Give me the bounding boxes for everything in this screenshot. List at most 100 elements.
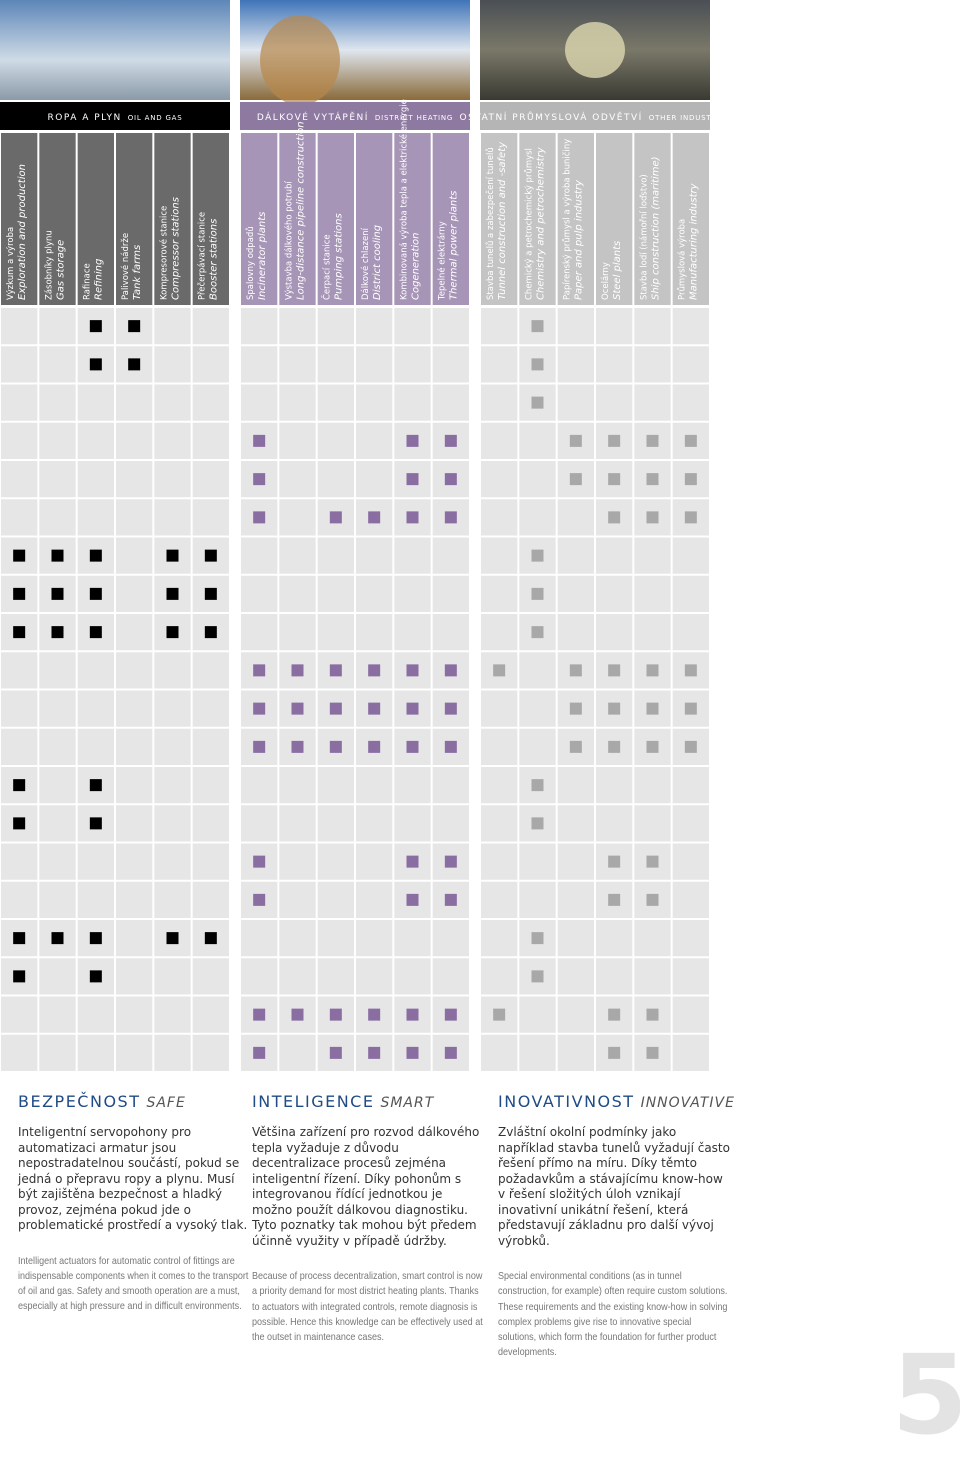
cell — [192, 690, 229, 727]
cell — [519, 422, 556, 459]
cell — [77, 881, 114, 918]
cell — [192, 422, 229, 459]
column-label-en: Gas storage — [55, 240, 66, 300]
mark — [204, 932, 217, 945]
column-label-cz: Stavba tunelů a zabezpečení tunelů — [485, 147, 496, 300]
column-label-en: Tunnel construction and -safety — [497, 141, 508, 300]
mark — [51, 587, 64, 600]
column-header — [394, 133, 431, 305]
mark — [646, 511, 659, 524]
cell — [634, 537, 671, 574]
cell — [481, 920, 518, 957]
column-header — [39, 133, 76, 305]
cell — [154, 308, 191, 345]
cell — [394, 537, 431, 574]
cell — [519, 652, 556, 689]
cell — [672, 384, 709, 421]
mark — [608, 702, 621, 715]
cell — [116, 461, 153, 498]
photo-tunnel — [565, 22, 625, 78]
mark — [253, 511, 266, 524]
cell — [672, 1034, 709, 1071]
mark — [329, 740, 342, 753]
cell — [39, 843, 76, 880]
cell — [154, 652, 191, 689]
cell — [39, 690, 76, 727]
mark — [253, 702, 266, 715]
text-cz: Zvláštní okolní podmínky jako například … — [498, 1125, 730, 1248]
column-label-en: Compressor stations — [170, 197, 181, 300]
page-number: 5 — [891, 1331, 960, 1459]
cell — [356, 537, 393, 574]
cell — [241, 537, 278, 574]
mark — [444, 473, 457, 486]
cell — [279, 461, 316, 498]
mark — [406, 511, 419, 524]
cell — [596, 346, 633, 383]
cell — [672, 996, 709, 1033]
column-header — [634, 133, 671, 305]
title-en: INNOVATIVE — [640, 1095, 735, 1111]
mark — [368, 664, 381, 677]
mark — [493, 664, 506, 677]
mark — [569, 664, 582, 677]
cell — [116, 537, 153, 574]
mark — [166, 626, 179, 639]
mark — [531, 358, 544, 371]
mark — [444, 511, 457, 524]
cell — [317, 384, 354, 421]
cell — [1, 499, 38, 536]
mark — [684, 511, 697, 524]
cell — [1, 652, 38, 689]
column-header — [519, 133, 556, 305]
cell — [557, 958, 594, 995]
title-cz: DÁLKOVÉ VYTÁPĚNÍ — [257, 111, 369, 123]
cell — [596, 537, 633, 574]
column-header — [317, 133, 354, 305]
cell — [519, 690, 556, 727]
column-label-cz: Zásobníky plynu — [44, 230, 54, 300]
cell — [672, 575, 709, 612]
mark — [291, 664, 304, 677]
cell — [481, 614, 518, 651]
cell — [116, 384, 153, 421]
column-label-cz: Dálkové chlazení — [360, 227, 371, 300]
cell — [596, 384, 633, 421]
group-title: ROPA A PLYN OIL AND GAS — [48, 113, 183, 123]
mark — [608, 855, 621, 868]
cell — [317, 881, 354, 918]
cell — [192, 461, 229, 498]
cell — [356, 843, 393, 880]
mark — [204, 587, 217, 600]
cell — [192, 308, 229, 345]
mark — [684, 473, 697, 486]
column-header — [596, 133, 633, 305]
mark — [608, 1008, 621, 1021]
cell — [192, 499, 229, 536]
mark — [253, 1046, 266, 1059]
mark — [89, 970, 102, 983]
cell — [116, 958, 153, 995]
mark — [166, 932, 179, 945]
section-title: INOVATIVNOST INNOVATIVE — [498, 1092, 734, 1111]
column-label-cz: Papírenský průmysl a výroba buničiny — [562, 139, 573, 300]
mark — [13, 970, 26, 983]
cell — [77, 996, 114, 1033]
cell — [356, 767, 393, 804]
mark — [646, 740, 659, 753]
cell — [634, 805, 671, 842]
cell — [356, 575, 393, 612]
mark — [329, 664, 342, 677]
mark — [89, 358, 102, 371]
column-label-cz: Stavba lodí (námořní loďstvo) — [639, 174, 649, 300]
mark — [531, 626, 544, 639]
section: INTELIGENCE SMART Většina zařízení pro ro… — [252, 1092, 484, 1345]
cell — [39, 652, 76, 689]
mark — [406, 740, 419, 753]
title: INTELIGENCE — [252, 1092, 375, 1111]
cell — [241, 614, 278, 651]
column-label-cz: Kompresorové stanice — [158, 206, 169, 300]
cell — [317, 843, 354, 880]
cell — [1, 461, 38, 498]
cell — [356, 384, 393, 421]
